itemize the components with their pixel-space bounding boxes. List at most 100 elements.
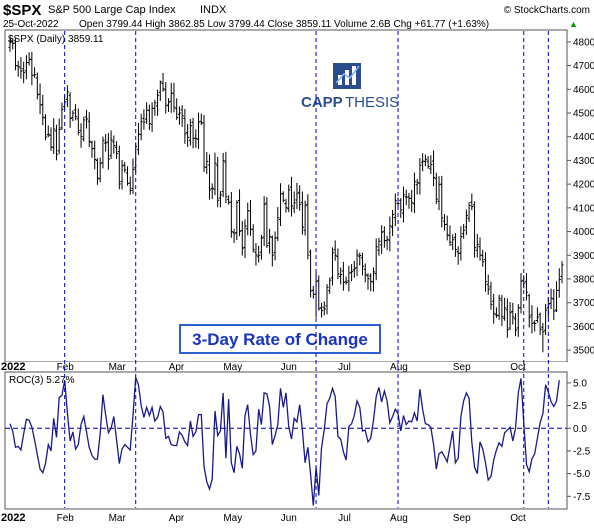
price-tick-label: 4600 (573, 85, 594, 96)
ticker-symbol: $SPX (3, 2, 41, 19)
price-bar (426, 155, 430, 169)
price-bar (240, 221, 244, 256)
month-tick-label: May (223, 513, 242, 524)
price-bar (16, 60, 20, 77)
price-bar (224, 151, 228, 204)
price-bar (505, 298, 509, 338)
price-bar (281, 191, 285, 203)
price-bar (541, 322, 545, 353)
price-bar (530, 305, 534, 334)
price-bar (440, 175, 444, 228)
price-bar (333, 240, 337, 261)
price-bar (123, 162, 127, 173)
price-bar (560, 261, 564, 284)
roc-plot (9, 377, 560, 506)
price-bar (355, 249, 359, 277)
event-markers (64, 31, 549, 508)
price-bar (158, 80, 162, 101)
price-bar (470, 193, 474, 211)
price-bar (79, 123, 83, 148)
price-bar (254, 242, 258, 266)
price-bar (270, 235, 274, 267)
price-tick-label: 3800 (573, 275, 594, 286)
month-tick-label: Feb (57, 513, 75, 524)
price-bar (52, 118, 56, 155)
price-legend: $SPX (Daily) 3859.11 (8, 34, 104, 45)
price-bar (352, 260, 356, 278)
price-bar (139, 113, 143, 141)
price-bar (194, 129, 198, 148)
price-bar (478, 237, 482, 261)
price-bar (451, 234, 455, 251)
month-tick-label: May (223, 362, 242, 373)
price-panel (4, 29, 568, 363)
price-bar (330, 247, 335, 286)
price-bar (511, 302, 515, 325)
price-tick-label: 4000 (573, 227, 594, 238)
price-bar (486, 274, 490, 295)
logo-text-capp: CAPP (301, 94, 343, 111)
price-bar (533, 320, 537, 332)
price-bar (369, 273, 373, 292)
price-bar (68, 92, 72, 128)
price-bar (104, 134, 108, 152)
price-bar (358, 252, 362, 266)
month-tick-label: Apr (169, 362, 185, 373)
price-bar (265, 197, 269, 248)
price-bar (117, 145, 121, 190)
price-bar (298, 185, 302, 211)
price-bar (22, 61, 26, 84)
price-bar (462, 224, 466, 239)
price-bar (467, 201, 471, 222)
month-tick-label: Jun (281, 362, 297, 373)
price-bar (385, 235, 389, 251)
price-bar (54, 124, 59, 161)
price-bar (527, 293, 531, 328)
price-bar (448, 225, 452, 246)
price-bars (8, 37, 564, 353)
price-bar (363, 263, 367, 283)
price-bar (213, 152, 217, 196)
price-bar (46, 125, 50, 138)
price-bar (287, 184, 291, 213)
price-bar (303, 200, 307, 236)
price-bar (500, 294, 504, 327)
price-bar (112, 135, 116, 154)
price-bar (172, 82, 176, 113)
price-tick-label: 4400 (573, 132, 594, 143)
roc-tick-label: 5.0 (573, 378, 587, 389)
month-tick-label: Apr (169, 513, 185, 524)
price-bar (155, 89, 160, 116)
month-tick-label: 2022 (1, 361, 25, 373)
price-bar (38, 83, 42, 115)
logo-trend-line (335, 65, 360, 84)
price-bar (445, 215, 449, 241)
logo-bar (338, 75, 342, 85)
price-bar (374, 238, 378, 281)
annotation-text: 3-Day Rate of Change (192, 330, 368, 349)
price-bar (221, 152, 225, 198)
price-tick-label: 4200 (573, 180, 594, 191)
month-tick-label: Jul (338, 513, 351, 524)
price-bar (65, 85, 69, 108)
quote-date: 25-Oct-2022 (3, 19, 59, 30)
price-bar (344, 276, 348, 285)
price-axis: 3500 3600 3700 3800 3900 4000 4100 4200 4300 4400… (567, 37, 594, 357)
roc-tick-label: 2.5 (573, 401, 587, 412)
roc-series-line (9, 377, 560, 506)
price-bar (483, 252, 488, 292)
price-bar (237, 189, 242, 237)
price-tick-label: 3700 (573, 298, 594, 309)
price-bar (475, 233, 479, 258)
price-bar (341, 261, 345, 291)
month-tick-label: Mar (109, 362, 127, 373)
price-bar (513, 313, 518, 337)
price-bar (87, 112, 91, 148)
price-bar (248, 199, 253, 236)
price-bar (82, 116, 86, 142)
price-tick-label: 4700 (573, 61, 594, 72)
quote-summary: Open 3799.44 High 3862.85 Low 3799.44 Cl… (79, 19, 489, 30)
price-bar (349, 264, 354, 282)
price-bar (60, 102, 64, 131)
